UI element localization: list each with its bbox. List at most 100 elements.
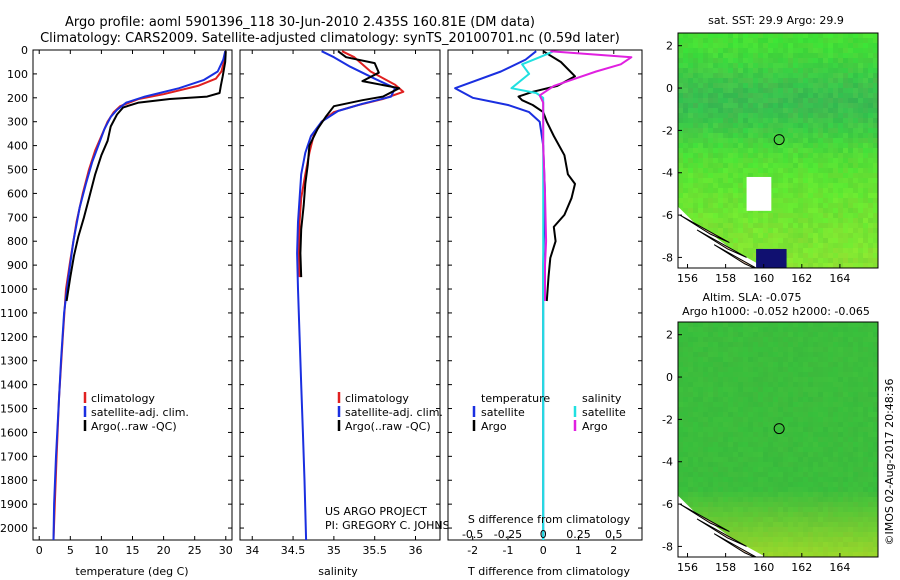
map-cell (793, 238, 799, 244)
map-cell (833, 542, 839, 548)
map-cell (728, 487, 734, 493)
map-cell (783, 203, 789, 209)
map-cell (863, 78, 869, 84)
map-cell (788, 193, 794, 199)
map-cell (858, 193, 864, 199)
map-cell (858, 108, 864, 114)
map-cell (833, 223, 839, 229)
map-cell (858, 103, 864, 109)
map-cell (838, 263, 844, 268)
map-cell (688, 467, 694, 473)
map-x-tick-label: 162 (791, 561, 812, 574)
map-cell (873, 527, 878, 533)
map-cell (833, 83, 839, 89)
map-cell (818, 168, 824, 174)
map-cell (843, 487, 849, 493)
map-cell (728, 78, 734, 84)
map-cell (833, 372, 839, 378)
map-cell (868, 352, 874, 358)
map-cell (813, 467, 819, 473)
map-cell (773, 527, 779, 533)
map-cell (708, 43, 714, 49)
x-tick-label: 36 (409, 544, 423, 557)
map-cell (798, 98, 804, 104)
map-cell (853, 512, 859, 518)
map-cell (828, 243, 834, 249)
map-cell (693, 113, 699, 119)
map-cell (743, 253, 749, 259)
map-cell (743, 238, 749, 244)
x-tick-label: 0 (540, 544, 547, 557)
map-cell (863, 542, 869, 548)
map-cell (843, 497, 849, 503)
map-cell (828, 462, 834, 468)
map-cell (858, 253, 864, 259)
map-y-tick-label: -2 (662, 413, 673, 426)
map-cell (873, 263, 878, 268)
map-cell (808, 43, 814, 49)
map-cell (818, 512, 824, 518)
map-cell (848, 243, 854, 249)
map-cell (803, 218, 809, 224)
map-cell (828, 442, 834, 448)
map-cell (763, 128, 769, 134)
map-cell (848, 73, 854, 79)
map-cell (718, 382, 724, 388)
map-cell (753, 83, 759, 89)
map-cell (783, 173, 789, 179)
map-cell (743, 43, 749, 49)
map-cell (788, 168, 794, 174)
map-cell (823, 263, 829, 268)
map-cell (743, 342, 749, 348)
map-cell (713, 168, 719, 174)
map-cell (723, 83, 729, 89)
map-cell (703, 133, 709, 139)
map-cell (813, 552, 819, 557)
map-cell (808, 347, 814, 353)
map-cell (873, 507, 878, 513)
map-cell (798, 113, 804, 119)
map-cell (868, 233, 874, 239)
map-cell (723, 123, 729, 129)
map-cell (778, 387, 784, 393)
map-cell (728, 347, 734, 353)
map-cell (813, 377, 819, 383)
map-cell (808, 243, 814, 249)
map-cell (868, 183, 874, 189)
map-cell (783, 462, 789, 468)
map-cell (753, 168, 759, 174)
map-cell (778, 547, 784, 553)
map-cell (763, 437, 769, 443)
map-cell (798, 437, 804, 443)
map-cell (693, 188, 699, 194)
map-cell (798, 362, 804, 368)
map-cell (678, 133, 684, 139)
map-cell (793, 243, 799, 249)
map-cell (758, 362, 764, 368)
map-cell (858, 332, 864, 338)
map-cell (763, 68, 769, 74)
map-cell (773, 203, 779, 209)
map-cell (768, 243, 774, 249)
map-cell (693, 497, 699, 503)
map-cell (773, 158, 779, 164)
map-cell (708, 362, 714, 368)
map-cell (703, 432, 709, 438)
map-cell (683, 322, 689, 328)
map-cell (748, 213, 754, 219)
map-cell (688, 108, 694, 114)
map-cell (863, 108, 869, 114)
map-cell (703, 342, 709, 348)
map-cell (743, 178, 749, 184)
map-cell (768, 213, 774, 219)
map-cell (778, 113, 784, 119)
map-cell (843, 218, 849, 224)
map-cell (873, 148, 878, 154)
map-cell (873, 502, 878, 508)
map-cell (743, 163, 749, 169)
map-cell (688, 497, 694, 503)
map-cell (848, 133, 854, 139)
map-cell (693, 68, 699, 74)
map-cell (693, 357, 699, 363)
map-cell (678, 53, 684, 59)
